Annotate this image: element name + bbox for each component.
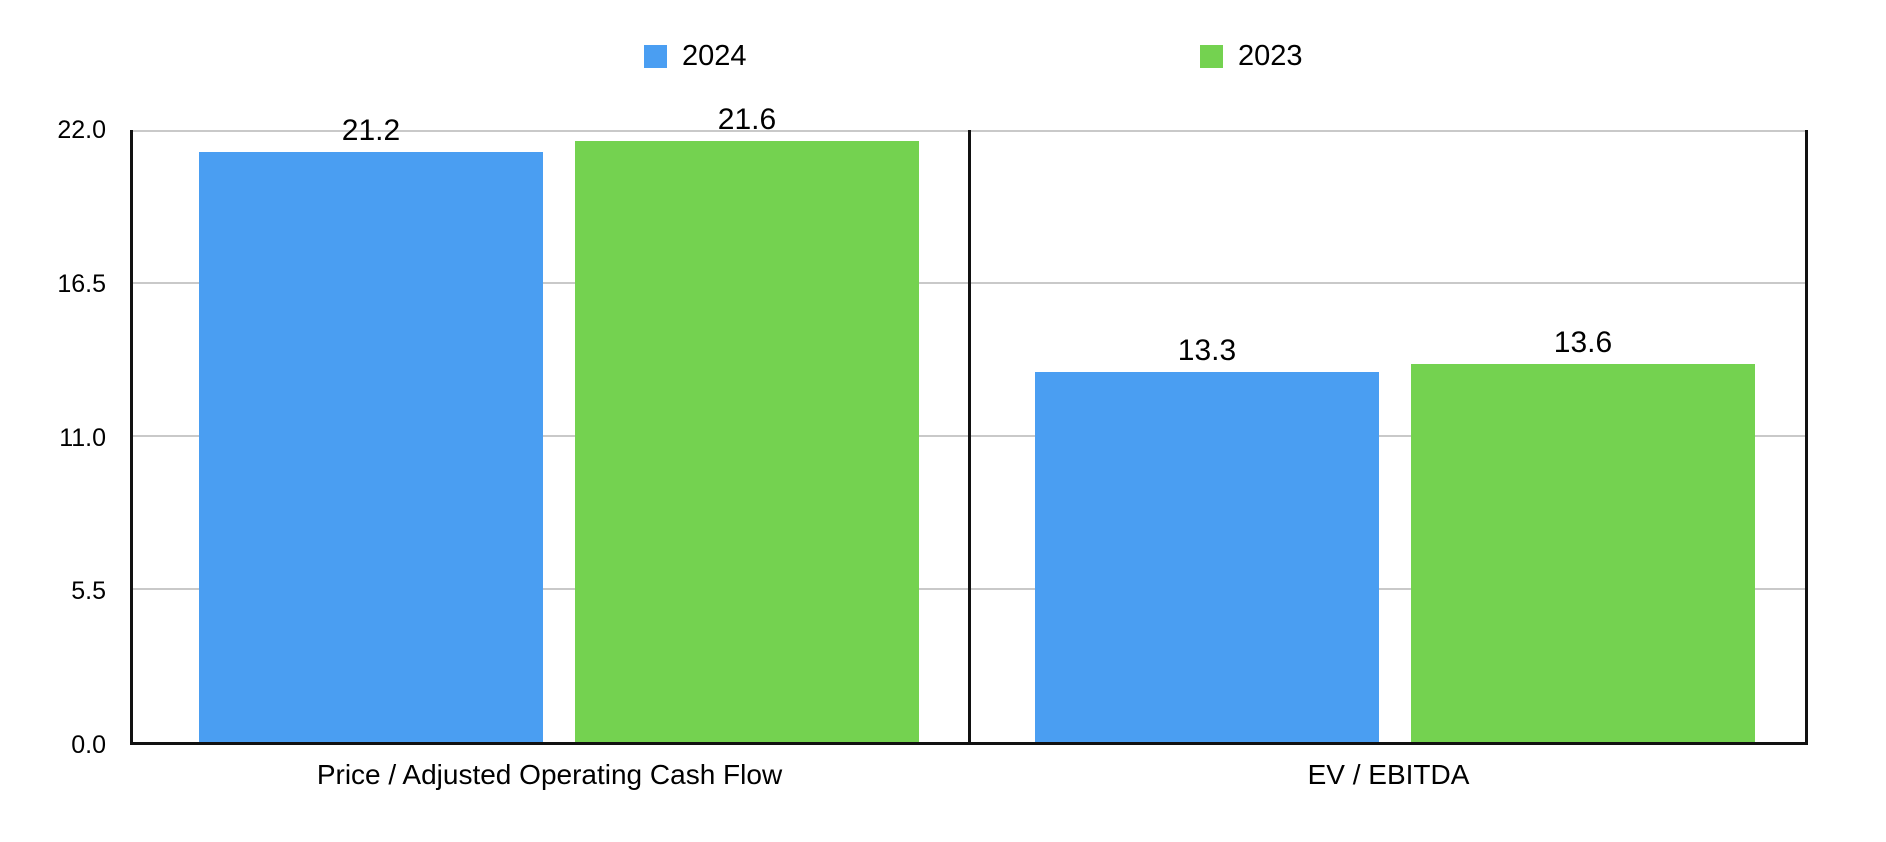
value-label-2024-price-cash-flow: 21.2 xyxy=(341,114,401,148)
y-axis: 22.0 16.5 11.0 5.5 0.0 xyxy=(0,116,118,759)
y-tick-label-5-5: 5.5 xyxy=(71,577,106,606)
y-tick-label-16-5: 16.5 xyxy=(57,269,106,298)
value-label-2023-ev-ebitda: 13.6 xyxy=(1553,325,1613,359)
value-label-2024-ev-ebitda: 13.3 xyxy=(1177,334,1237,368)
bar-2023-ev-ebitda xyxy=(1411,363,1755,742)
legend-label-2023: 2023 xyxy=(1238,40,1303,72)
bar-cell-2023-ev-ebitda: 13.6 xyxy=(1411,130,1755,742)
legend-entry-2023: 2023 xyxy=(1200,41,1303,71)
category-label-ev-ebitda: EV / EBITDA xyxy=(1307,759,1470,790)
bar-2024-ev-ebitda xyxy=(1035,372,1379,742)
legend-label-2024: 2024 xyxy=(682,40,747,72)
value-label-2023-price-cash-flow: 21.6 xyxy=(717,103,777,137)
legend-swatch-2023-icon xyxy=(1200,44,1223,68)
bar-2024-price-cash-flow xyxy=(199,152,543,742)
panel-divider-line xyxy=(967,130,971,742)
panel-price-adjusted-operating-cash-flow: 21.2 21.6 xyxy=(133,103,969,742)
panel-ev-ebitda: 13.3 13.6 xyxy=(969,130,1805,742)
category-label-price-cash-flow: Price / Adjusted Operating Cash Flow xyxy=(316,759,783,790)
bar-cell-2023-price-cash-flow: 21.6 xyxy=(575,103,919,742)
bar-cell-2024-ev-ebitda: 13.3 xyxy=(1035,130,1379,742)
y-tick-label-0: 0.0 xyxy=(71,731,106,759)
legend-entry-2024: 2024 xyxy=(644,41,747,71)
y-tick-label-22: 22.0 xyxy=(57,116,106,144)
plot-area: 21.2 21.6 13.3 13.6 xyxy=(130,103,1808,745)
bar-2023-price-cash-flow xyxy=(575,141,919,742)
y-tick-label-11: 11.0 xyxy=(59,423,106,452)
bar-cell-2024-price-cash-flow: 21.2 xyxy=(199,114,543,742)
legend-swatch-2024-icon xyxy=(644,44,667,68)
